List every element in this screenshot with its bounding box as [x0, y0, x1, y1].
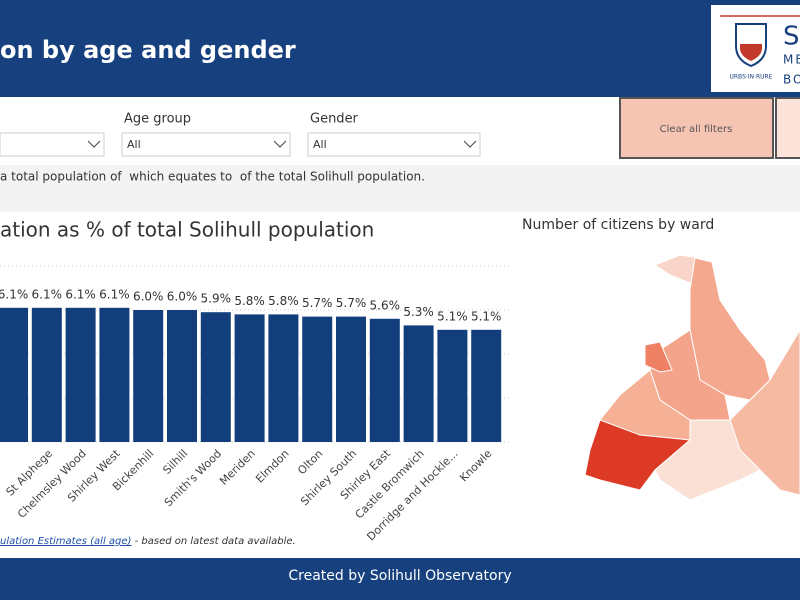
ward[interactable]: [584, 419, 692, 491]
header-title: on by age and gender: [0, 36, 296, 64]
data-label: 6.1%: [99, 287, 130, 301]
map-title: Number of citizens by ward: [522, 217, 714, 233]
filter-label: Gender: [310, 112, 359, 127]
chevron: [87, 140, 101, 148]
bar: [167, 310, 197, 442]
data-label: 5.1%: [437, 309, 468, 323]
header: [0, 0, 800, 97]
bar: [99, 307, 130, 442]
data-label: 6.1%: [32, 287, 63, 301]
chart-title: ation as % of total Solihull population: [0, 218, 374, 242]
filter-label: Age group: [124, 112, 191, 127]
bar: [336, 316, 366, 442]
dropdown[interactable]: [307, 132, 481, 157]
data-label: 5.7%: [302, 296, 333, 310]
ward[interactable]: [644, 341, 673, 373]
dropdown-value: All: [127, 138, 141, 151]
chevron: [273, 140, 287, 148]
footnote-note: - based on latest data available.: [131, 536, 295, 547]
logo-line: BO: [783, 73, 800, 87]
logo-crest-band: [740, 44, 762, 61]
logo-motto: URBS·IN·RURE: [730, 74, 773, 81]
logo-line: ME: [783, 53, 800, 67]
bar: [369, 318, 400, 442]
footer-text: Created by Solihull Observatory: [288, 568, 511, 584]
footnote: ulation Estimates (all age) - based on l…: [0, 536, 296, 547]
footnote-link[interactable]: ulation Estimates (all age): [0, 536, 131, 547]
data-label: 6.0%: [167, 290, 198, 304]
bar: [302, 316, 333, 442]
data-label: 6.1%: [65, 287, 96, 301]
bar: [133, 310, 164, 442]
bar: [31, 307, 62, 442]
data-label: 6.1%: [0, 287, 28, 301]
bar: [471, 329, 502, 442]
logo-letters: S: [783, 22, 800, 52]
bar: [403, 325, 434, 442]
chevron: [463, 140, 477, 148]
button[interactable]: [775, 97, 800, 159]
dropdown-value: All: [313, 138, 327, 151]
data-label: 5.6%: [370, 298, 401, 312]
bar: [234, 314, 265, 442]
dropdown[interactable]: [0, 132, 105, 157]
data-label: 5.8%: [234, 294, 265, 308]
data-label: 6.0%: [133, 290, 164, 304]
footer: [0, 558, 800, 600]
data-label: 5.3%: [403, 305, 434, 319]
button-label: Clear all filters: [660, 124, 733, 135]
data-label: 5.9%: [201, 292, 232, 306]
clear-filters-button[interactable]: [619, 97, 774, 159]
bar: [437, 329, 468, 442]
data-label: 5.1%: [471, 309, 502, 323]
ward-map: [584, 254, 800, 501]
bar: [268, 314, 299, 442]
data-label: 5.8%: [268, 294, 299, 308]
ward[interactable]: [654, 419, 761, 501]
data-label: 5.7%: [336, 296, 367, 310]
dropdown[interactable]: [121, 132, 291, 157]
summary-text: a total population of which equates to o…: [0, 170, 425, 184]
bar: [65, 307, 96, 442]
bar: [0, 307, 28, 442]
summary-band: [0, 165, 800, 212]
bar: [200, 312, 231, 442]
